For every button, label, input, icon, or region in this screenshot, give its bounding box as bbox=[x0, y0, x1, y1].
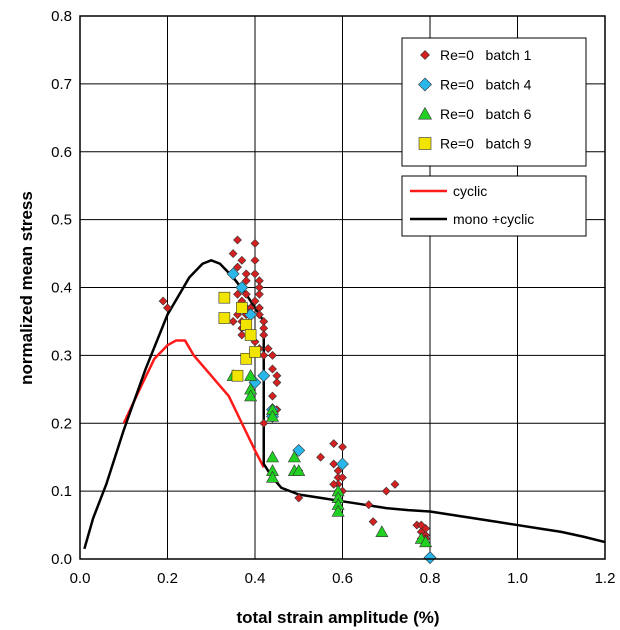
legend-label: cyclic bbox=[453, 183, 487, 199]
y-tick-label: 0.4 bbox=[51, 280, 72, 297]
y-tick-label: 0.8 bbox=[51, 8, 72, 25]
point-batch-1 bbox=[259, 350, 269, 360]
point-batch-3 bbox=[331, 504, 345, 517]
point-batch-3 bbox=[292, 464, 306, 476]
point-batch-2 bbox=[226, 267, 240, 281]
point-batch-1 bbox=[316, 452, 326, 462]
point-batch-1 bbox=[228, 317, 238, 326]
point-batch-1 bbox=[294, 493, 304, 503]
y-axis-title: normalized mean stress bbox=[17, 191, 36, 385]
point-batch-1 bbox=[329, 439, 339, 449]
point-batch-1 bbox=[241, 289, 251, 299]
y-tick-label: 0.2 bbox=[51, 415, 72, 432]
plot-frame bbox=[79, 15, 606, 560]
point-batch-1 bbox=[228, 249, 238, 258]
x-tick-label: 1.0 bbox=[507, 570, 528, 587]
point-batch-1 bbox=[381, 486, 391, 496]
point-batch-1 bbox=[268, 364, 277, 374]
point-batch-4 bbox=[231, 369, 244, 382]
point-batch-4 bbox=[218, 291, 231, 304]
point-batch-1 bbox=[233, 262, 242, 272]
point-batch-1 bbox=[329, 459, 339, 469]
tick-labels: 0.0 0.2 0.4 0.6 0.8 1.0 1.2 0.0 0.1 0.2 0.3 0.4 0.5 0… bbox=[51, 8, 615, 587]
y-tick-label: 0.6 bbox=[51, 144, 72, 161]
axes bbox=[79, 15, 606, 560]
legend-lines: cyclic mono +cyclic bbox=[401, 175, 587, 237]
point-batch-1 bbox=[272, 378, 282, 387]
point-batch-1 bbox=[364, 500, 374, 510]
point-batch-3 bbox=[244, 389, 258, 402]
x-tick-label: 0.6 bbox=[332, 570, 353, 587]
legend-marker bbox=[417, 106, 433, 120]
line-cyclic bbox=[122, 339, 265, 468]
legend-marker bbox=[420, 50, 430, 60]
point-batch-3 bbox=[265, 450, 280, 463]
legend-label: Re=0 batch 1 bbox=[440, 47, 532, 63]
x-tick-label: 0.2 bbox=[157, 570, 178, 587]
point-batch-2 bbox=[257, 369, 271, 383]
point-batch-1 bbox=[241, 276, 251, 286]
point-batch-1 bbox=[158, 296, 168, 306]
point-batch-3 bbox=[265, 470, 280, 483]
point-batch-1 bbox=[233, 289, 242, 299]
legend-label: mono +cyclic bbox=[453, 211, 534, 227]
point-batch-1 bbox=[390, 479, 400, 489]
point-batch-3 bbox=[419, 535, 433, 548]
legend-box bbox=[401, 175, 587, 237]
point-batch-1 bbox=[268, 391, 277, 401]
point-batch-4 bbox=[236, 302, 248, 314]
point-batch-4 bbox=[240, 319, 253, 331]
legend-label: Re=0 batch 6 bbox=[440, 106, 532, 122]
point-batch-1 bbox=[416, 520, 426, 530]
point-batch-1 bbox=[237, 330, 247, 340]
x-tick-label: 0.0 bbox=[70, 570, 91, 587]
y-tick-label: 0.3 bbox=[51, 347, 72, 364]
scatter-points bbox=[158, 235, 437, 565]
point-batch-1 bbox=[268, 350, 277, 360]
point-batch-2 bbox=[336, 457, 349, 471]
point-batch-1 bbox=[233, 235, 242, 245]
legend-label: Re=0 batch 9 bbox=[440, 136, 532, 152]
x-tick-label: 0.8 bbox=[420, 570, 441, 587]
point-batch-1 bbox=[254, 310, 264, 320]
point-batch-1 bbox=[263, 344, 273, 354]
point-batch-1 bbox=[250, 238, 260, 248]
point-batch-1 bbox=[250, 296, 260, 306]
point-batch-1 bbox=[237, 255, 247, 265]
legend-marker bbox=[418, 77, 432, 92]
point-batch-3 bbox=[375, 525, 389, 537]
point-batch-1 bbox=[368, 517, 378, 527]
point-batch-1 bbox=[254, 289, 264, 299]
y-tick-label: 0.5 bbox=[51, 212, 72, 229]
point-batch-1 bbox=[329, 479, 339, 489]
x-tick-label: 0.4 bbox=[245, 570, 266, 587]
point-batch-1 bbox=[163, 303, 172, 313]
point-batch-4 bbox=[244, 329, 257, 341]
point-batch-1 bbox=[259, 418, 269, 428]
point-batch-1 bbox=[333, 466, 343, 476]
point-batch-1 bbox=[338, 473, 347, 482]
legend-markers: Re=0 batch 1 Re=0 batch 4 Re=0 batch 6 Re=0… bbox=[401, 37, 587, 167]
point-batch-2 bbox=[423, 551, 437, 565]
point-batch-1 bbox=[259, 330, 269, 340]
point-batch-2 bbox=[235, 281, 249, 294]
point-batch-4 bbox=[218, 312, 231, 324]
legend-marker bbox=[418, 137, 432, 150]
y-tick-label: 0.1 bbox=[51, 483, 72, 500]
y-tick-label: 0.0 bbox=[51, 551, 72, 568]
point-batch-1 bbox=[250, 255, 260, 265]
point-batch-1 bbox=[338, 442, 347, 452]
point-batch-3 bbox=[287, 450, 301, 463]
point-batch-3 bbox=[265, 409, 280, 422]
legend-label: Re=0 batch 4 bbox=[440, 77, 532, 93]
legend-box bbox=[401, 37, 587, 167]
point-batch-1 bbox=[250, 269, 260, 279]
x-axis-title: total strain amplitude (%) bbox=[236, 608, 439, 627]
point-batch-4 bbox=[249, 346, 261, 358]
point-batch-3 bbox=[244, 369, 258, 381]
y-tick-label: 0.7 bbox=[51, 76, 72, 93]
x-tick-label: 1.2 bbox=[595, 570, 616, 587]
point-batch-4 bbox=[240, 352, 253, 365]
